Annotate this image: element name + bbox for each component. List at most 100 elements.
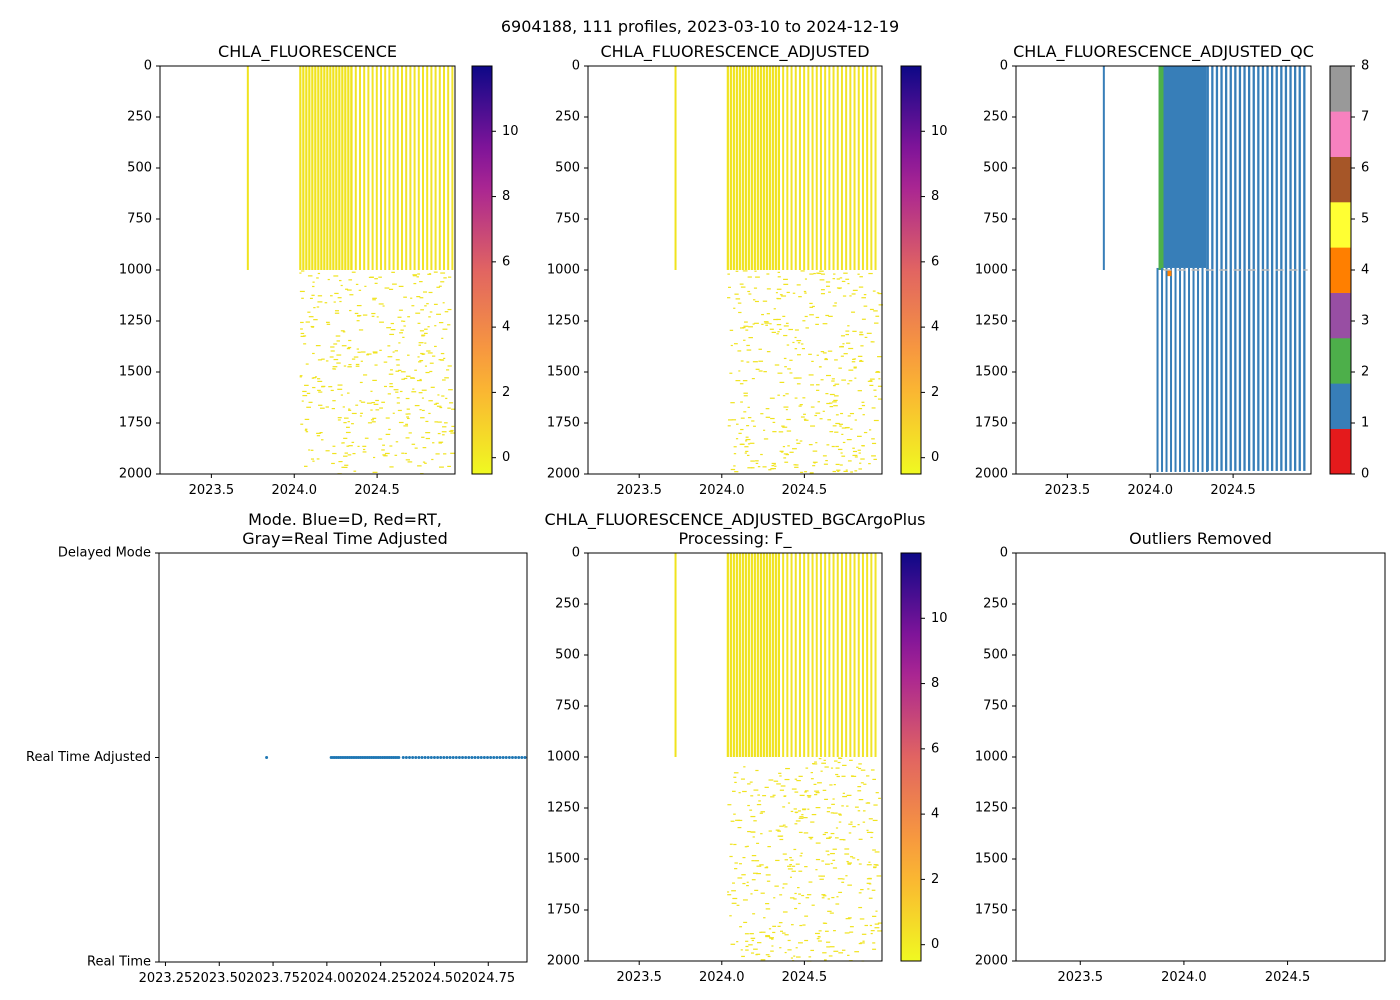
mode-point xyxy=(442,756,446,759)
profile-column xyxy=(853,553,856,757)
deep-sample xyxy=(876,875,882,877)
deep-sample xyxy=(389,288,394,290)
profile-column xyxy=(329,66,332,270)
colorbar xyxy=(900,552,922,962)
deep-sample xyxy=(760,892,765,894)
deep-sample xyxy=(419,360,424,362)
deep-sample xyxy=(392,351,395,353)
mode-point xyxy=(473,756,477,759)
deep-sample xyxy=(339,300,342,303)
deep-sample xyxy=(383,455,388,457)
deep-sample xyxy=(854,377,857,379)
x-tick-label: 2024.25 xyxy=(354,971,408,986)
qc-profile xyxy=(1247,66,1251,471)
deep-sample xyxy=(388,428,391,431)
deep-sample xyxy=(796,956,801,958)
deep-sample xyxy=(422,291,427,293)
deep-sample xyxy=(878,797,881,799)
deep-sample xyxy=(740,778,745,780)
x-tick-label: 2023.5 xyxy=(616,483,662,498)
deep-sample xyxy=(842,795,848,798)
deep-sample xyxy=(383,361,388,363)
deep-sample xyxy=(300,335,305,337)
deep-sample xyxy=(763,321,769,323)
deep-sample xyxy=(873,389,877,391)
qc-profile xyxy=(1224,66,1228,471)
deep-sample xyxy=(331,462,335,465)
deep-sample xyxy=(402,336,405,338)
deep-sample xyxy=(842,878,845,880)
deep-sample xyxy=(425,371,430,374)
colorbar-band xyxy=(1330,428,1351,475)
mode-point xyxy=(423,756,427,759)
deep-sample xyxy=(847,917,852,919)
deep-sample xyxy=(770,468,775,470)
deep-sample xyxy=(416,296,421,298)
deep-sample xyxy=(801,814,804,816)
subplot-title: CHLA_FLUORESCENCE_ADJUSTED_BGCArgoPlus xyxy=(544,510,925,530)
deep-sample xyxy=(811,813,817,816)
deep-sample xyxy=(794,791,799,793)
deep-sample xyxy=(447,276,452,278)
deep-sample xyxy=(747,467,753,469)
profile-column xyxy=(332,66,335,270)
deep-sample xyxy=(796,442,801,444)
profile-column xyxy=(832,553,835,757)
profile-column xyxy=(803,66,806,270)
deep-sample xyxy=(797,377,802,379)
deep-sample xyxy=(871,407,876,409)
deep-sample xyxy=(834,760,838,762)
y-tick-label: 750 xyxy=(983,699,1008,714)
deep-sample xyxy=(760,453,763,456)
deep-sample xyxy=(730,820,735,822)
deep-sample xyxy=(345,288,349,290)
profile-column xyxy=(840,66,843,270)
deep-sample xyxy=(816,938,820,940)
profile-column xyxy=(354,66,357,270)
deep-sample xyxy=(739,926,743,928)
deep-sample xyxy=(765,908,771,910)
deep-sample xyxy=(407,461,413,463)
colorbar-tick-label: 10 xyxy=(502,124,519,139)
deep-sample xyxy=(851,311,856,313)
deep-sample xyxy=(835,463,840,466)
profile-column xyxy=(759,66,762,270)
deep-sample xyxy=(346,392,350,394)
deep-sample xyxy=(325,450,330,452)
deep-sample xyxy=(360,351,366,353)
deep-sample xyxy=(389,383,393,385)
deep-sample xyxy=(370,409,373,411)
profile-column xyxy=(421,66,424,270)
deep-sample xyxy=(340,284,343,287)
deep-sample xyxy=(784,859,789,861)
deep-sample xyxy=(388,373,394,375)
profile-column xyxy=(786,553,789,757)
deep-sample xyxy=(756,953,761,955)
deep-sample xyxy=(414,369,417,371)
deep-sample xyxy=(772,794,776,796)
deep-sample xyxy=(865,775,870,777)
deep-sample xyxy=(367,422,372,424)
mode-point xyxy=(420,756,424,759)
deep-sample xyxy=(822,952,827,954)
deep-sample xyxy=(422,461,426,463)
deep-sample xyxy=(777,394,780,396)
deep-sample xyxy=(325,321,330,323)
deep-sample xyxy=(875,864,879,866)
deep-sample xyxy=(800,416,805,418)
deep-sample xyxy=(876,370,880,373)
deep-sample xyxy=(859,333,863,335)
y-tick-label: 0 xyxy=(1000,546,1008,561)
y-tick-label: Real Time Adjusted xyxy=(26,750,151,765)
deep-sample xyxy=(745,436,749,438)
deep-sample xyxy=(771,945,774,947)
deep-sample xyxy=(863,431,868,434)
deep-sample xyxy=(765,874,771,876)
deep-sample xyxy=(754,860,760,862)
deep-sample xyxy=(876,292,880,294)
deep-sample xyxy=(410,377,416,379)
deep-sample xyxy=(844,848,850,850)
y-tick-label: 0 xyxy=(572,59,580,74)
deep-sample xyxy=(754,889,759,891)
deep-sample xyxy=(789,372,793,374)
